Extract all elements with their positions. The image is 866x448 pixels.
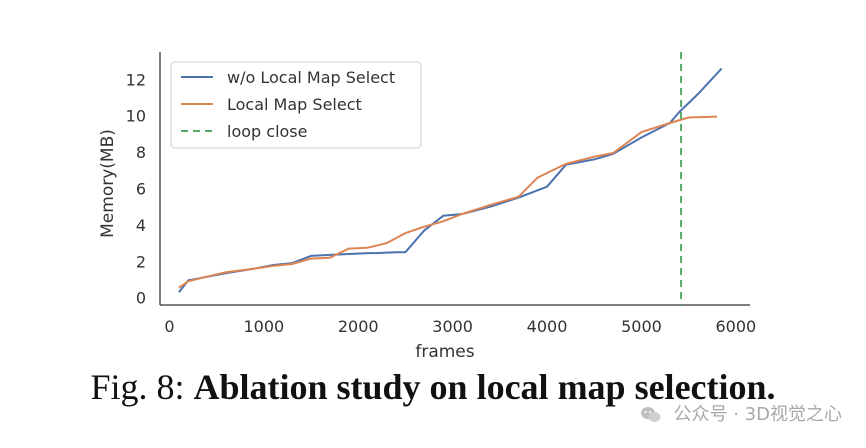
series-line-1 — [178, 115, 718, 289]
y-tick-label: 2 — [136, 252, 146, 271]
memory-chart: 0 1000 2000 3000 4000 5000 6000 0 2 4 6 8 10 12 frames… — [98, 52, 756, 362]
legend-entry: Local Map Select — [227, 95, 362, 114]
x-tick-label: 5000 — [621, 317, 662, 336]
x-tick-label: 0 — [164, 317, 174, 336]
y-tick-label: 6 — [136, 180, 146, 199]
y-tick-label: 8 — [136, 143, 146, 162]
watermark: 公众号 · 3D视觉之心 — [640, 400, 842, 426]
y-tick-label: 0 — [136, 289, 146, 308]
y-tick-label: 12 — [126, 70, 146, 89]
x-tick-label: 2000 — [338, 317, 379, 336]
y-tick-label: 4 — [136, 216, 146, 235]
figure-caption: Fig. 8: Ablation study on local map sele… — [0, 366, 866, 408]
x-tick-label: 4000 — [527, 317, 568, 336]
x-tick-label: 3000 — [432, 317, 473, 336]
x-tick-label: 6000 — [715, 317, 756, 336]
legend-entry: loop close — [227, 122, 307, 141]
wechat-icon — [640, 407, 661, 422]
y-axis-label: Memory(MB) — [98, 129, 118, 238]
x-tick-label: 1000 — [243, 317, 284, 336]
caption-title: Ablation study on local map selection. — [193, 367, 776, 407]
y-tick-label: 10 — [126, 107, 146, 126]
x-axis-label: frames — [415, 342, 474, 362]
legend-entry: w/o Local Map Select — [227, 68, 395, 87]
legend-box — [170, 61, 422, 149]
caption-prefix: Fig. 8: — [90, 367, 185, 407]
watermark-text: 公众号 · 3D视觉之心 — [673, 404, 842, 425]
